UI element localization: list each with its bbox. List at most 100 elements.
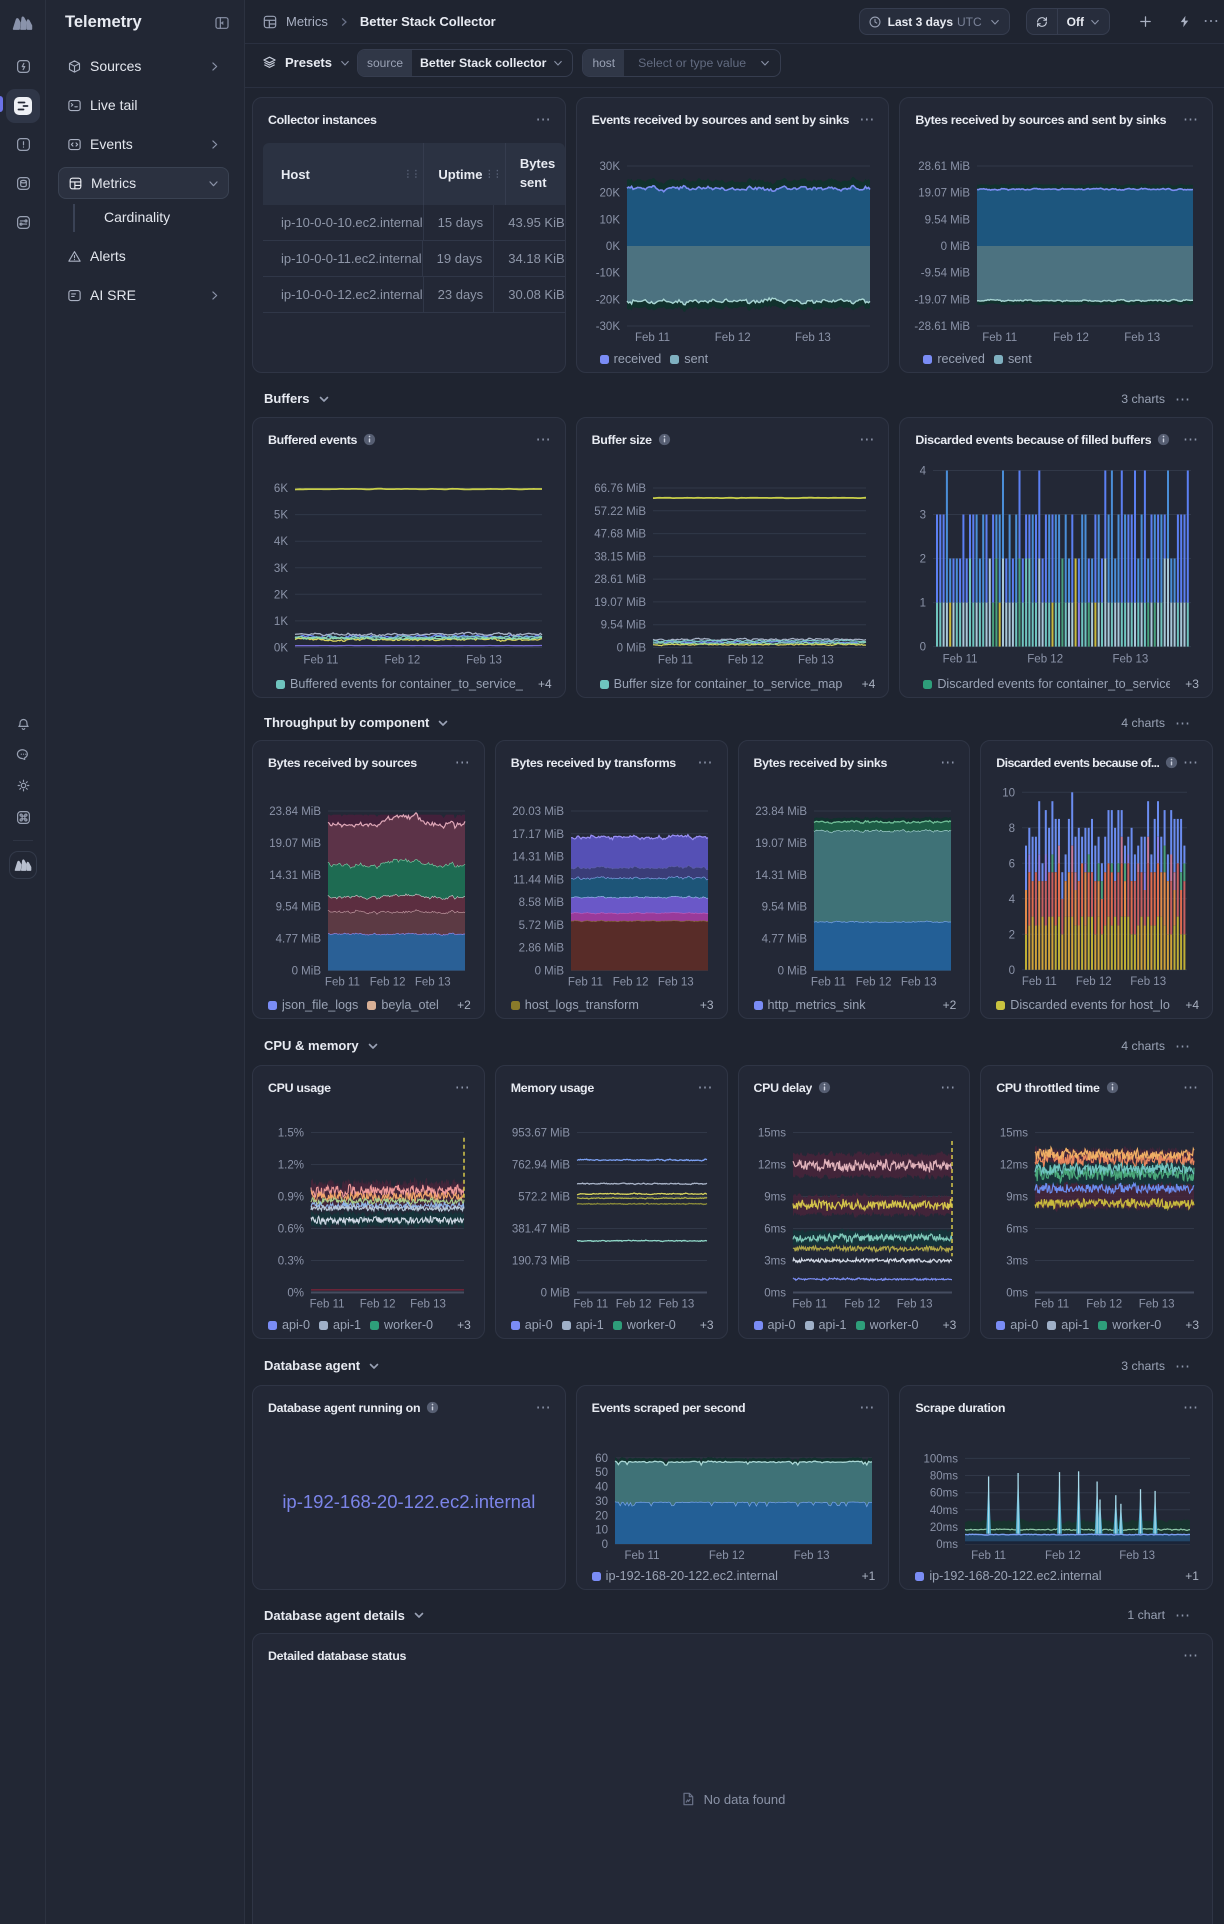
svg-text:0K: 0K [606,241,620,253]
svg-text:12ms: 12ms [757,1160,785,1172]
svg-text:9.54 MiB: 9.54 MiB [925,214,971,226]
svg-text:Feb 12: Feb 12 [844,1299,880,1311]
svg-text:3K: 3K [274,563,288,575]
svg-text:0.9%: 0.9% [278,1192,304,1204]
svg-text:0 MiB: 0 MiB [540,1288,570,1300]
svg-text:Feb 13: Feb 13 [1139,1299,1175,1311]
svg-text:Feb 11: Feb 11 [624,1550,659,1562]
svg-text:0 MiB: 0 MiB [777,966,807,978]
svg-text:Feb 11: Feb 11 [310,1299,345,1311]
svg-text:2: 2 [1009,929,1015,941]
svg-text:Feb 13: Feb 13 [410,1299,446,1311]
svg-text:11.44 MiB: 11.44 MiB [513,874,564,886]
svg-text:-10K: -10K [595,268,620,280]
svg-text:Feb 12: Feb 12 [615,1299,651,1311]
svg-text:Feb 13: Feb 13 [795,332,831,344]
svg-text:20ms: 20ms [930,1522,958,1534]
svg-text:57.22 MiB: 57.22 MiB [594,506,646,518]
svg-text:Feb 11: Feb 11 [658,655,693,667]
svg-text:2.86 MiB: 2.86 MiB [518,943,564,955]
svg-text:-30K: -30K [595,321,620,333]
svg-text:40ms: 40ms [930,1505,958,1517]
svg-text:14.31 MiB: 14.31 MiB [755,870,807,882]
svg-text:50: 50 [595,1467,608,1479]
svg-text:Feb 13: Feb 13 [1113,654,1149,666]
svg-text:Feb 11: Feb 11 [810,977,845,989]
svg-text:6ms: 6ms [764,1224,786,1236]
svg-text:20.03 MiB: 20.03 MiB [512,806,564,818]
svg-text:Feb 12: Feb 12 [855,977,891,989]
svg-text:0%: 0% [287,1288,304,1300]
svg-text:Feb 13: Feb 13 [415,977,451,989]
svg-text:-28.61 MiB: -28.61 MiB [915,321,971,333]
svg-text:28.61 MiB: 28.61 MiB [919,161,971,173]
svg-text:15ms: 15ms [757,1128,785,1140]
svg-text:Feb 12: Feb 12 [709,1550,745,1562]
svg-text:15ms: 15ms [1000,1128,1028,1140]
svg-text:Feb 12: Feb 12 [714,332,750,344]
svg-text:Feb 12: Feb 12 [612,977,648,989]
svg-text:19.07 MiB: 19.07 MiB [269,838,321,850]
svg-text:0 MiB: 0 MiB [616,643,646,655]
svg-text:0ms: 0ms [937,1539,959,1551]
svg-text:10: 10 [595,1525,608,1537]
svg-text:10: 10 [1002,787,1015,799]
svg-text:20K: 20K [599,188,620,200]
svg-text:8: 8 [1009,823,1015,835]
svg-text:-20K: -20K [595,294,620,306]
svg-text:1K: 1K [274,616,288,628]
svg-text:1: 1 [920,598,926,610]
svg-text:0: 0 [601,1539,607,1551]
svg-text:60ms: 60ms [930,1488,958,1500]
svg-text:Feb 12: Feb 12 [1045,1550,1081,1562]
svg-text:30K: 30K [599,161,620,173]
svg-text:1.2%: 1.2% [278,1160,304,1172]
svg-text:80ms: 80ms [930,1471,958,1483]
svg-text:Feb 12: Feb 12 [1028,654,1064,666]
svg-text:Feb 11: Feb 11 [983,332,1018,344]
svg-text:Feb 13: Feb 13 [793,1550,829,1562]
svg-text:23.84 MiB: 23.84 MiB [755,806,807,818]
svg-text:0.6%: 0.6% [278,1224,304,1236]
svg-text:-9.54 MiB: -9.54 MiB [921,268,971,280]
svg-text:762.94 MiB: 762.94 MiB [512,1160,571,1172]
svg-text:Feb 13: Feb 13 [658,1299,694,1311]
svg-text:20: 20 [595,1510,608,1522]
svg-text:0 MiB: 0 MiB [534,966,564,978]
svg-text:9ms: 9ms [764,1192,786,1204]
svg-text:Feb 11: Feb 11 [792,1299,827,1311]
svg-text:Feb 13: Feb 13 [896,1299,932,1311]
svg-text:19.07 MiB: 19.07 MiB [755,838,807,850]
svg-text:0ms: 0ms [1007,1288,1029,1300]
svg-text:Feb 13: Feb 13 [900,977,936,989]
svg-text:4: 4 [1009,894,1016,906]
svg-text:Feb 11: Feb 11 [1034,1299,1069,1311]
svg-text:30: 30 [595,1496,608,1508]
svg-text:9.54 MiB: 9.54 MiB [761,902,807,914]
svg-text:4: 4 [920,466,927,478]
svg-text:19.07 MiB: 19.07 MiB [919,188,971,200]
svg-text:5K: 5K [274,510,288,522]
svg-text:3ms: 3ms [1007,1256,1029,1268]
svg-text:38.15 MiB: 38.15 MiB [594,551,646,563]
svg-text:Feb 13: Feb 13 [798,655,834,667]
svg-text:28.61 MiB: 28.61 MiB [594,574,646,586]
svg-text:66.76 MiB: 66.76 MiB [594,483,646,495]
svg-text:3ms: 3ms [764,1256,786,1268]
svg-text:Feb 11: Feb 11 [573,1299,608,1311]
svg-text:100ms: 100ms [924,1453,959,1465]
svg-text:19.07 MiB: 19.07 MiB [594,597,646,609]
svg-text:9.54 MiB: 9.54 MiB [276,902,322,914]
svg-text:Feb 11: Feb 11 [303,655,338,667]
svg-text:6ms: 6ms [1007,1224,1029,1236]
svg-text:0: 0 [920,642,926,654]
svg-text:Feb 12: Feb 12 [1076,976,1112,988]
svg-text:14.31 MiB: 14.31 MiB [512,852,564,864]
svg-text:0: 0 [1009,965,1015,977]
svg-text:-19.07 MiB: -19.07 MiB [915,294,971,306]
svg-text:5.72 MiB: 5.72 MiB [518,920,564,932]
svg-text:6: 6 [1009,858,1015,870]
svg-text:4K: 4K [274,536,288,548]
svg-text:9.54 MiB: 9.54 MiB [600,620,646,632]
svg-text:23.84 MiB: 23.84 MiB [269,806,321,818]
